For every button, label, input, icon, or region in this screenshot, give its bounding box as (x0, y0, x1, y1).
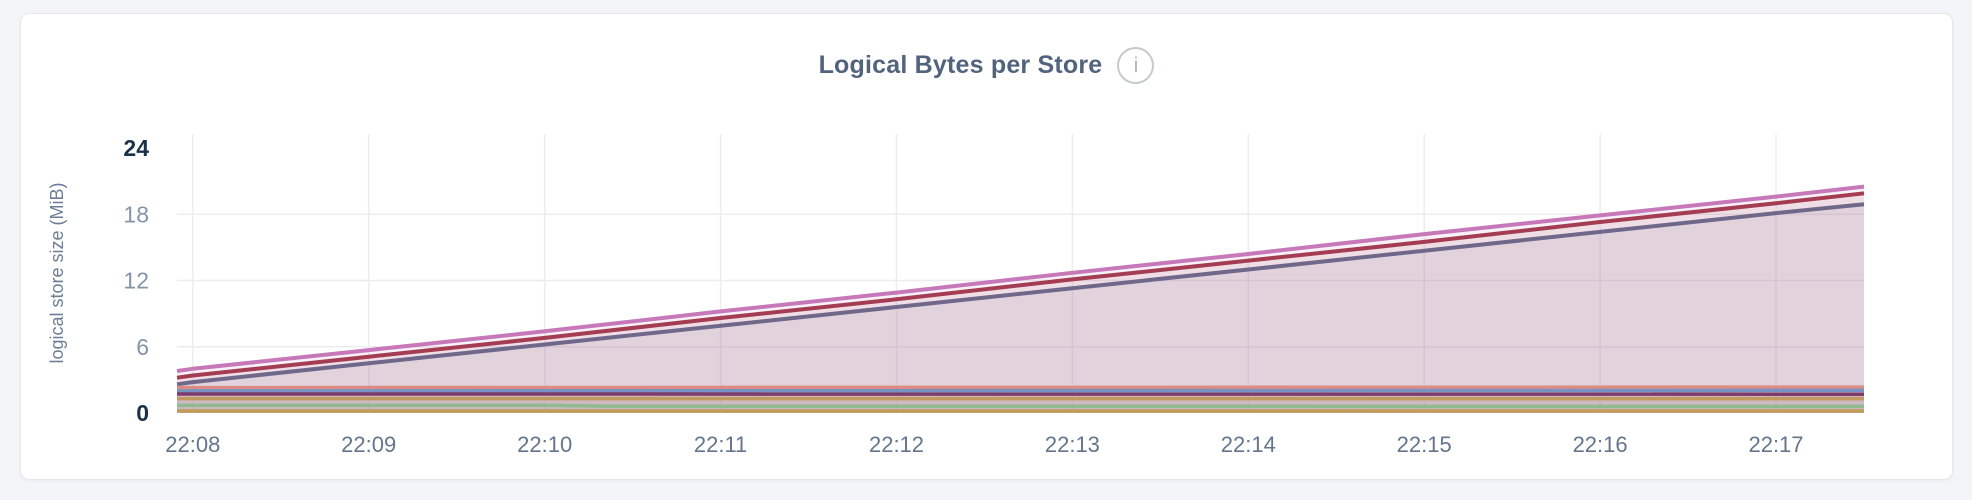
chart-title: Logical Bytes per Store (818, 51, 1103, 79)
x-tick-label: 22:08 (165, 432, 220, 457)
series-fill-1 (177, 186, 1864, 413)
x-tick-label: 22:17 (1748, 432, 1803, 457)
series-fill-3 (177, 204, 1864, 413)
y-tick-label: 18 (123, 201, 149, 227)
series-line-3 (176, 202, 1865, 387)
y-tick-label: 24 (123, 135, 149, 161)
x-tick-label: 22:11 (694, 432, 747, 457)
x-tick-label: 22:10 (517, 432, 572, 457)
x-tick-label: 22:13 (1045, 432, 1100, 457)
series-line-2 (176, 191, 1865, 380)
info-icon[interactable]: i (1117, 47, 1155, 84)
x-tick-label: 22:15 (1397, 432, 1452, 457)
series-line-1 (176, 184, 1865, 373)
series-line-8 (177, 403, 1865, 409)
y-tick-label: 0 (136, 400, 149, 426)
series-line-5 (176, 388, 1865, 393)
x-tick-label: 22:14 (1221, 432, 1276, 457)
y-tick-label: 6 (136, 334, 149, 360)
chart-header: Logical Bytes per Store i (21, 47, 1952, 84)
series-line-4 (176, 385, 1865, 390)
y-tick-label: 12 (123, 268, 149, 294)
chart-canvas[interactable]: 0 6 12 18 24 22:08 22:09 22:10 22:11 22:12 22:13 22… (21, 14, 1954, 481)
y-axis-label: logical store size (MiB) (47, 182, 67, 363)
x-tick-label: 22:16 (1573, 432, 1628, 457)
x-tick-label: 22:09 (341, 432, 396, 457)
chart-card: Logical Bytes per Store i 0 6 12 18 24 22:08 2… (20, 13, 1953, 480)
x-tick-label: 22:12 (869, 432, 924, 457)
